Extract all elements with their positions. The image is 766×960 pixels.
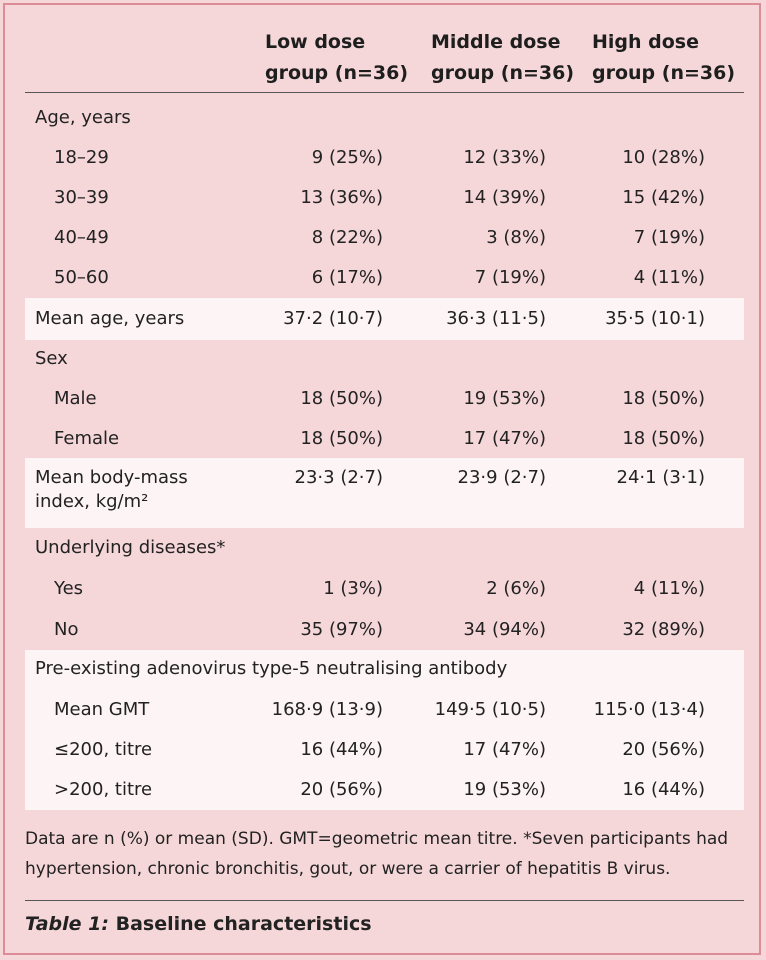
caption-rule — [25, 900, 744, 901]
row-label: 40–49 — [54, 227, 109, 248]
caption-label: Table 1: — [25, 913, 109, 935]
row-value-low: 18 (50%) — [300, 428, 383, 449]
band-antibody — [25, 650, 744, 810]
row-value-high: 18 (50%) — [622, 428, 705, 449]
row-value-low: 23·3 (2·7) — [294, 467, 383, 488]
row-value-low: 35 (97%) — [300, 619, 383, 640]
row-value-high: 4 (11%) — [633, 267, 705, 288]
row-value-low: 18 (50%) — [300, 388, 383, 409]
row-label: 50–60 — [54, 267, 109, 288]
row-value-middle: 19 (53%) — [463, 779, 546, 800]
row-value-high: 115·0 (13·4) — [593, 699, 705, 720]
row-label: Age, years — [35, 107, 131, 128]
header-high-dose: High dose group (n=36) — [592, 31, 736, 84]
row-value-low: 168·9 (13·9) — [271, 699, 383, 720]
row-value-low: 1 (3%) — [323, 578, 383, 599]
row-label: ≤200, titre — [54, 739, 153, 760]
row-value-low: 9 (25%) — [311, 147, 383, 168]
row-value-low: 6 (17%) — [311, 267, 383, 288]
row-label: Female — [54, 428, 120, 449]
header-rule — [25, 92, 744, 93]
row-value-high: 10 (28%) — [622, 147, 705, 168]
row-value-high: 20 (56%) — [622, 739, 705, 760]
row-value-middle: 34 (94%) — [463, 619, 546, 640]
header-middle-dose: Middle dose group (n=36) — [431, 31, 575, 84]
row-label: Mean body-mass index, kg/m² — [35, 467, 188, 512]
caption-title: Baseline characteristics — [108, 913, 372, 935]
row-value-high: 18 (50%) — [622, 388, 705, 409]
row-label: Sex — [35, 348, 68, 369]
row-value-high: 4 (11%) — [633, 578, 705, 599]
row-value-low: 37·2 (10·7) — [283, 308, 383, 329]
row-value-middle: 23·9 (2·7) — [457, 467, 546, 488]
row-label: Pre-existing adenovirus type-5 neutralis… — [35, 658, 508, 679]
row-value-low: 13 (36%) — [300, 187, 383, 208]
row-value-high: 15 (42%) — [622, 187, 705, 208]
row-label: Underlying diseases* — [35, 537, 226, 558]
row-value-middle: 149·5 (10·5) — [434, 699, 546, 720]
row-label: Mean GMT — [54, 699, 150, 720]
row-value-middle: 17 (47%) — [463, 428, 546, 449]
band-mean-age — [25, 298, 744, 340]
row-value-middle: 14 (39%) — [463, 187, 546, 208]
table-caption: Table 1: Baseline characteristics — [25, 910, 372, 938]
table-footnote: Data are n (%) or mean (SD). GMT=geometr… — [25, 829, 729, 879]
row-value-high: 35·5 (10·1) — [605, 308, 705, 329]
row-value-middle: 17 (47%) — [463, 739, 546, 760]
row-value-low: 16 (44%) — [300, 739, 383, 760]
row-value-high: 24·1 (3·1) — [616, 467, 705, 488]
row-value-high: 32 (89%) — [622, 619, 705, 640]
row-value-high: 7 (19%) — [633, 227, 705, 248]
band-bmi — [25, 458, 744, 528]
row-value-low: 8 (22%) — [311, 227, 383, 248]
row-label: 18–29 — [54, 147, 109, 168]
row-value-low: 20 (56%) — [300, 779, 383, 800]
row-label: Yes — [54, 578, 84, 599]
table-frame — [3, 3, 761, 955]
row-value-middle: 2 (6%) — [486, 578, 546, 599]
row-label: Male — [54, 388, 97, 409]
row-value-middle: 12 (33%) — [463, 147, 546, 168]
row-label: >200, titre — [54, 779, 153, 800]
row-label: Mean age, years — [35, 308, 185, 329]
row-value-middle: 36·3 (11·5) — [446, 308, 546, 329]
row-value-high: 16 (44%) — [622, 779, 705, 800]
row-value-middle: 19 (53%) — [463, 388, 546, 409]
header-low-dose: Low dose group (n=36) — [265, 31, 409, 84]
row-label: No — [54, 619, 79, 640]
row-value-middle: 7 (19%) — [474, 267, 546, 288]
row-label: 30–39 — [54, 187, 109, 208]
row-value-middle: 3 (8%) — [486, 227, 546, 248]
